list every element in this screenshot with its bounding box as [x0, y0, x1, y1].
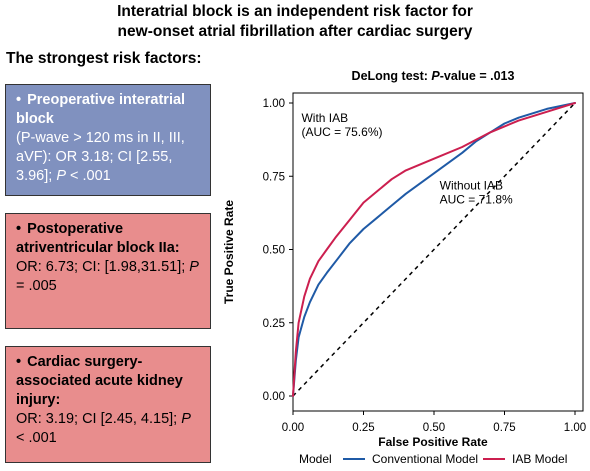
legend-title: Model — [299, 452, 332, 466]
x-axis-label: False Positive Rate — [378, 435, 488, 449]
roc-line-conventional-model — [292, 102, 576, 397]
risk-factors-heading: The strongest risk factors: — [6, 50, 202, 67]
p-value: < .001 — [16, 430, 57, 446]
risk-factor-stats: (P-wave > 120 ms in II, III, aVF): OR 3.… — [16, 129, 202, 186]
p-value: = .005 — [16, 278, 57, 294]
y-tick-label: 0.00 — [263, 391, 285, 403]
x-tick-label: 0.75 — [493, 422, 515, 434]
y-tick-label: 0.50 — [263, 245, 285, 257]
bullet-icon: • — [16, 221, 22, 237]
bullet-icon: • — [16, 92, 22, 108]
series-layer — [292, 102, 576, 397]
roc-line-iab-model — [292, 102, 576, 397]
figure-title-line2: new-onset atrial fibrillation after card… — [117, 23, 473, 40]
chart-title-pre: DeLong test: — [352, 69, 432, 83]
legend-label: Conventional Model — [372, 452, 478, 466]
chance-diagonal-line — [292, 102, 576, 397]
figure-title: Interatrial block is an independent risk… — [0, 2, 590, 42]
auc-annotation-value: AUC = 71.8% — [440, 192, 513, 206]
risk-factor-box-interatrial-block: • Preoperative interatrial block (P-wave… — [5, 84, 211, 196]
risk-factor-stats-text: OR: 3.19; CI [2.45, 4.15]; — [16, 411, 178, 427]
chart-title-post: -value = .013 — [440, 69, 515, 83]
risk-factor-box-av-block: • Postoperative atriventricular block II… — [5, 213, 211, 329]
risk-factor-stats: OR: 6.73; CI: [1.98,31.51]; P = .005 — [16, 258, 202, 296]
risk-factor-stats: OR: 3.19; CI [2.45, 4.15]; P < .001 — [16, 410, 202, 448]
x-tick-label: 0.00 — [282, 422, 304, 434]
y-tick-label: 0.75 — [263, 171, 285, 183]
chart-title-italic: P — [431, 69, 440, 83]
y-axis-label: True Positive Rate — [222, 200, 236, 304]
risk-factor-head: • Cardiac surgery-associated acute kidne… — [16, 353, 202, 410]
auc-annotation-value: (AUC = 75.6%) — [301, 125, 382, 139]
p-label: P — [189, 259, 199, 275]
y-tick-label: 0.25 — [263, 318, 285, 330]
axes: 0.00 0.25 0.50 0.75 1.00 0.00 0.25 0.50 0.75 1.00 — [263, 98, 587, 434]
auc-annotation-label: With IAB — [301, 111, 348, 125]
risk-factor-stats-text: (P-wave > 120 ms in II, III, aVF): OR 3.… — [16, 130, 185, 184]
legend: Model Conventional Model IAB Model — [299, 452, 567, 466]
risk-factor-title: Cardiac surgery-associated acute kidney … — [16, 354, 183, 408]
figure-title-line1: Interatrial block is an independent risk… — [117, 3, 473, 20]
x-tick-label: 0.25 — [352, 422, 374, 434]
x-tick-label: 1.00 — [564, 422, 586, 434]
risk-factor-box-kidney-injury: • Cardiac surgery-associated acute kidne… — [5, 346, 211, 463]
chart-title: DeLong test: P-value = .013 — [352, 69, 515, 83]
p-label: P — [181, 411, 191, 427]
plot-panel-border — [292, 92, 584, 412]
p-value: < .001 — [70, 168, 111, 184]
bullet-icon: • — [16, 354, 22, 370]
legend-label: IAB Model — [512, 452, 567, 466]
risk-factor-head: • Postoperative atriventricular block II… — [16, 220, 202, 258]
risk-factor-title: Postoperative atriventricular block IIa: — [16, 221, 180, 256]
risk-factor-stats-text: OR: 6.73; CI: [1.98,31.51]; — [16, 259, 186, 275]
x-tick-label: 0.50 — [423, 422, 445, 434]
y-tick-label: 1.00 — [263, 98, 285, 110]
auc-annotation-label: Without IAB — [440, 178, 503, 192]
risk-factor-title: Preoperative interatrial block — [16, 92, 186, 127]
risk-factor-head: • Preoperative interatrial block — [16, 91, 202, 129]
p-label: P — [56, 168, 66, 184]
